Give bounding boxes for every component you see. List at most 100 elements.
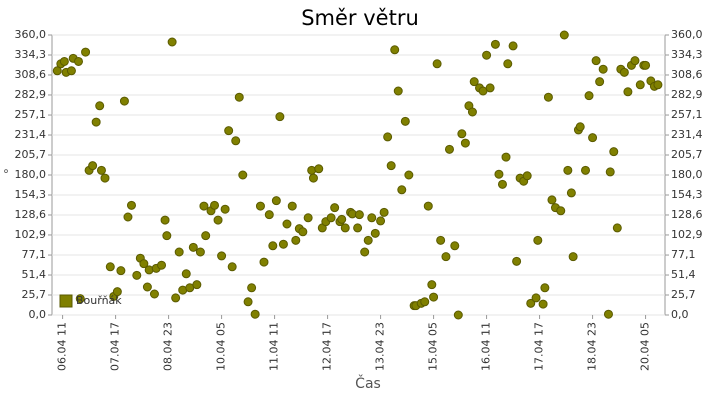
point <box>612 223 622 233</box>
point <box>450 241 460 251</box>
point <box>119 96 129 106</box>
point <box>533 235 543 245</box>
point <box>494 169 504 179</box>
point <box>526 298 536 308</box>
point <box>201 231 211 241</box>
point <box>126 200 136 210</box>
point <box>96 165 106 175</box>
point <box>340 223 350 233</box>
point <box>66 66 76 76</box>
point <box>444 144 454 154</box>
point <box>609 147 619 157</box>
point <box>360 247 370 257</box>
point <box>195 247 205 257</box>
y-tick-label: 128,6 <box>15 208 47 221</box>
x-tick-label: 10.04 05 <box>215 322 228 371</box>
point <box>376 216 386 226</box>
x-tick-label: 15.04 05 <box>427 322 440 371</box>
y2-tick-label: 0,0 <box>671 308 689 321</box>
x-tick-label: 16.04 11 <box>480 322 493 371</box>
point <box>619 67 629 77</box>
point <box>162 231 172 241</box>
point <box>595 77 605 87</box>
y-tick-label: 308,6 <box>15 68 47 81</box>
y2-tick-label: 360,0 <box>671 28 703 41</box>
point <box>503 59 513 69</box>
point <box>199 201 209 211</box>
point <box>174 247 184 257</box>
point <box>278 239 288 249</box>
point <box>404 170 414 180</box>
y2-tick-label: 308,6 <box>671 68 703 81</box>
point <box>268 241 278 251</box>
point <box>393 86 403 96</box>
point <box>160 215 170 225</box>
y-tick-label: 257,1 <box>15 108 47 121</box>
y2-tick-label: 77,1 <box>671 248 696 261</box>
point <box>157 260 167 270</box>
point <box>73 56 83 66</box>
point <box>566 188 576 198</box>
y-tick-label: 51,4 <box>22 268 47 281</box>
y2-tick-label: 180,0 <box>671 168 703 181</box>
point <box>75 294 85 304</box>
x-tick-label: 07.04 17 <box>109 322 122 371</box>
point <box>630 56 640 66</box>
y-tick-label: 282,9 <box>15 88 47 101</box>
point <box>91 117 101 127</box>
y2-tick-label: 231,4 <box>671 128 703 141</box>
point <box>379 207 389 217</box>
point <box>482 50 492 60</box>
point <box>171 293 181 303</box>
y-tick-label: 360,0 <box>15 28 47 41</box>
y2-tick-label: 154,3 <box>671 188 703 201</box>
point <box>52 66 62 76</box>
point <box>210 200 220 210</box>
y-tick-label: 102,9 <box>15 228 47 241</box>
y2-tick-label: 257,1 <box>671 108 703 121</box>
point <box>220 204 230 214</box>
point <box>559 30 569 40</box>
x-axis-title: Čas <box>355 374 381 392</box>
point <box>213 215 223 225</box>
x-tick-label: 18.04 23 <box>586 322 599 371</box>
point <box>485 83 495 93</box>
point <box>298 227 308 237</box>
point <box>383 132 393 142</box>
point <box>255 201 265 211</box>
point <box>370 228 380 238</box>
point <box>598 64 608 74</box>
point <box>460 138 470 148</box>
point <box>100 173 110 183</box>
point <box>238 170 248 180</box>
x-tick-label: 11.04 11 <box>268 322 281 371</box>
point <box>568 252 578 262</box>
point <box>423 201 433 211</box>
point <box>105 262 115 272</box>
y2-tick-label: 205,7 <box>671 148 703 161</box>
y2-tick-label: 334,3 <box>671 48 703 61</box>
point <box>497 179 507 189</box>
point <box>563 165 573 175</box>
point <box>390 45 400 55</box>
x-tick-label: 12.04 17 <box>321 322 334 371</box>
y-axis-title: ° <box>3 168 9 182</box>
point <box>167 37 177 47</box>
chart-title: Směr větru <box>301 6 419 30</box>
point <box>271 196 281 206</box>
point <box>227 262 237 272</box>
point <box>354 210 364 220</box>
y2-tick-label: 51,4 <box>671 268 696 281</box>
point <box>467 107 477 117</box>
point <box>635 80 645 90</box>
point <box>538 299 548 309</box>
point <box>59 56 69 66</box>
point <box>581 165 591 175</box>
point <box>149 289 159 299</box>
y-tick-label: 77,1 <box>22 248 47 261</box>
point <box>531 293 541 303</box>
point <box>490 39 500 49</box>
point <box>243 297 253 307</box>
point <box>303 213 313 223</box>
y-tick-label: 334,3 <box>15 48 47 61</box>
